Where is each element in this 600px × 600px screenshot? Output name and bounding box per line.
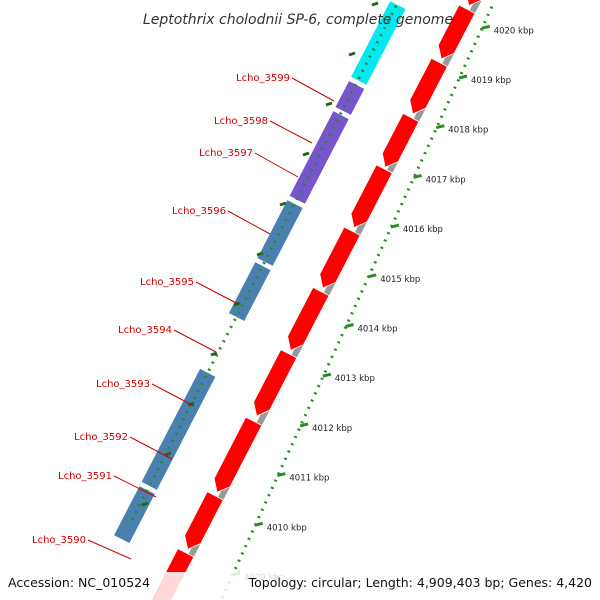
cds-arrow-10 — [437, 4, 476, 60]
scale-tick-6 — [367, 273, 377, 279]
gene-leader-line — [129, 436, 173, 460]
cds-arrow-6 — [319, 226, 361, 289]
scale-tick-2 — [277, 472, 286, 478]
gene-label-lcho-3590[interactable]: Lcho_3590 — [32, 535, 86, 546]
scale-tick-9 — [435, 124, 445, 130]
scale-tick-label-5: 4014 kbp — [358, 325, 398, 335]
gene-label-lcho-3594[interactable]: Lcho_3594 — [118, 325, 172, 336]
cds-arrow-4 — [253, 349, 298, 417]
gene-label-lcho-3599[interactable]: Lcho_3599 — [236, 73, 290, 84]
inner-tick-3 — [210, 351, 218, 357]
feature-steelblue-b — [140, 367, 217, 491]
inner-tick-9 — [348, 51, 356, 57]
cds-arrow-11 — [467, 0, 483, 7]
scale-tick-label-11: 4020 kbp — [494, 26, 534, 36]
inner-tick-10 — [371, 1, 379, 7]
scale-tick-label-2: 4011 kbp — [289, 474, 329, 484]
cds-arrow-3 — [213, 416, 263, 493]
accession-label: Accession: NC_010524 — [8, 575, 150, 590]
gene-label-lcho-3596[interactable]: Lcho_3596 — [172, 206, 226, 217]
inner-tick-7 — [302, 151, 310, 157]
scale-tick-4 — [322, 372, 332, 378]
feature-steelblue-d — [256, 199, 304, 267]
scale-tick-label-6: 4015 kbp — [380, 275, 420, 285]
footer-background — [0, 572, 600, 600]
inner-tick-1 — [164, 451, 172, 457]
scale-tick-label-4: 4013 kbp — [335, 374, 375, 384]
scale-tick-11 — [481, 24, 491, 30]
gene-label-lcho-3595[interactable]: Lcho_3595 — [140, 277, 194, 288]
topology-label: Topology: circular; Length: 4,909,403 bp… — [248, 575, 592, 590]
scale-tick-7 — [390, 223, 400, 229]
inner-dotted-guide — [130, 1, 400, 521]
gene-label-lcho-3597[interactable]: Lcho_3597 — [199, 148, 253, 159]
feature-purple-a — [288, 110, 350, 205]
gene-leader-line — [113, 475, 157, 498]
gene-leader-line — [254, 152, 299, 178]
gene-leader-line — [269, 120, 313, 144]
map-title: Leptothrix cholodnii SP-6, complete geno… — [143, 12, 453, 28]
gene-leader-line — [291, 77, 335, 102]
scale-tick-5 — [345, 323, 354, 328]
gene-leader-line — [227, 210, 271, 235]
cds-arrow-7 — [350, 164, 393, 229]
gene-leader-line — [195, 281, 239, 305]
cds-arrow-9 — [409, 57, 448, 115]
inner-tick-0 — [141, 501, 149, 507]
gene-leader-line — [151, 383, 195, 407]
scale-tick-label-7: 4016 kbp — [403, 225, 443, 235]
gene-label-lcho-3591[interactable]: Lcho_3591 — [58, 471, 112, 482]
inner-tick-8 — [325, 101, 333, 107]
scale-tick-8 — [413, 173, 422, 179]
scale-tick-label-9: 4018 kbp — [448, 126, 488, 136]
scale-tick-1 — [254, 521, 264, 527]
outer-dotted-guide — [220, 1, 496, 599]
scale-tick-3 — [299, 422, 309, 428]
gene-label-lcho-3592[interactable]: Lcho_3592 — [74, 432, 128, 443]
gene-label-lcho-3598[interactable]: Lcho_3598 — [214, 116, 268, 127]
feature-purple-b — [334, 79, 366, 116]
gene-leader-line — [173, 329, 217, 353]
inner-tick-5 — [256, 251, 264, 257]
gene-leader-line — [87, 539, 132, 560]
cds-arrow-2 — [184, 491, 224, 550]
feature-steelblue-a — [113, 485, 156, 545]
scale-tick-label-10: 4019 kbp — [471, 76, 511, 86]
cds-arrow-8 — [381, 112, 420, 168]
scale-tick-label-1: 4010 kbp — [267, 523, 307, 533]
inner-tick-6 — [279, 201, 287, 207]
scale-tick-label-3: 4012 kbp — [312, 424, 352, 434]
scale-tick-label-8: 4017 kbp — [426, 175, 466, 185]
gene-label-lcho-3593[interactable]: Lcho_3593 — [96, 379, 150, 390]
scale-tick-10 — [458, 74, 468, 80]
cds-arrow-5 — [287, 286, 330, 351]
